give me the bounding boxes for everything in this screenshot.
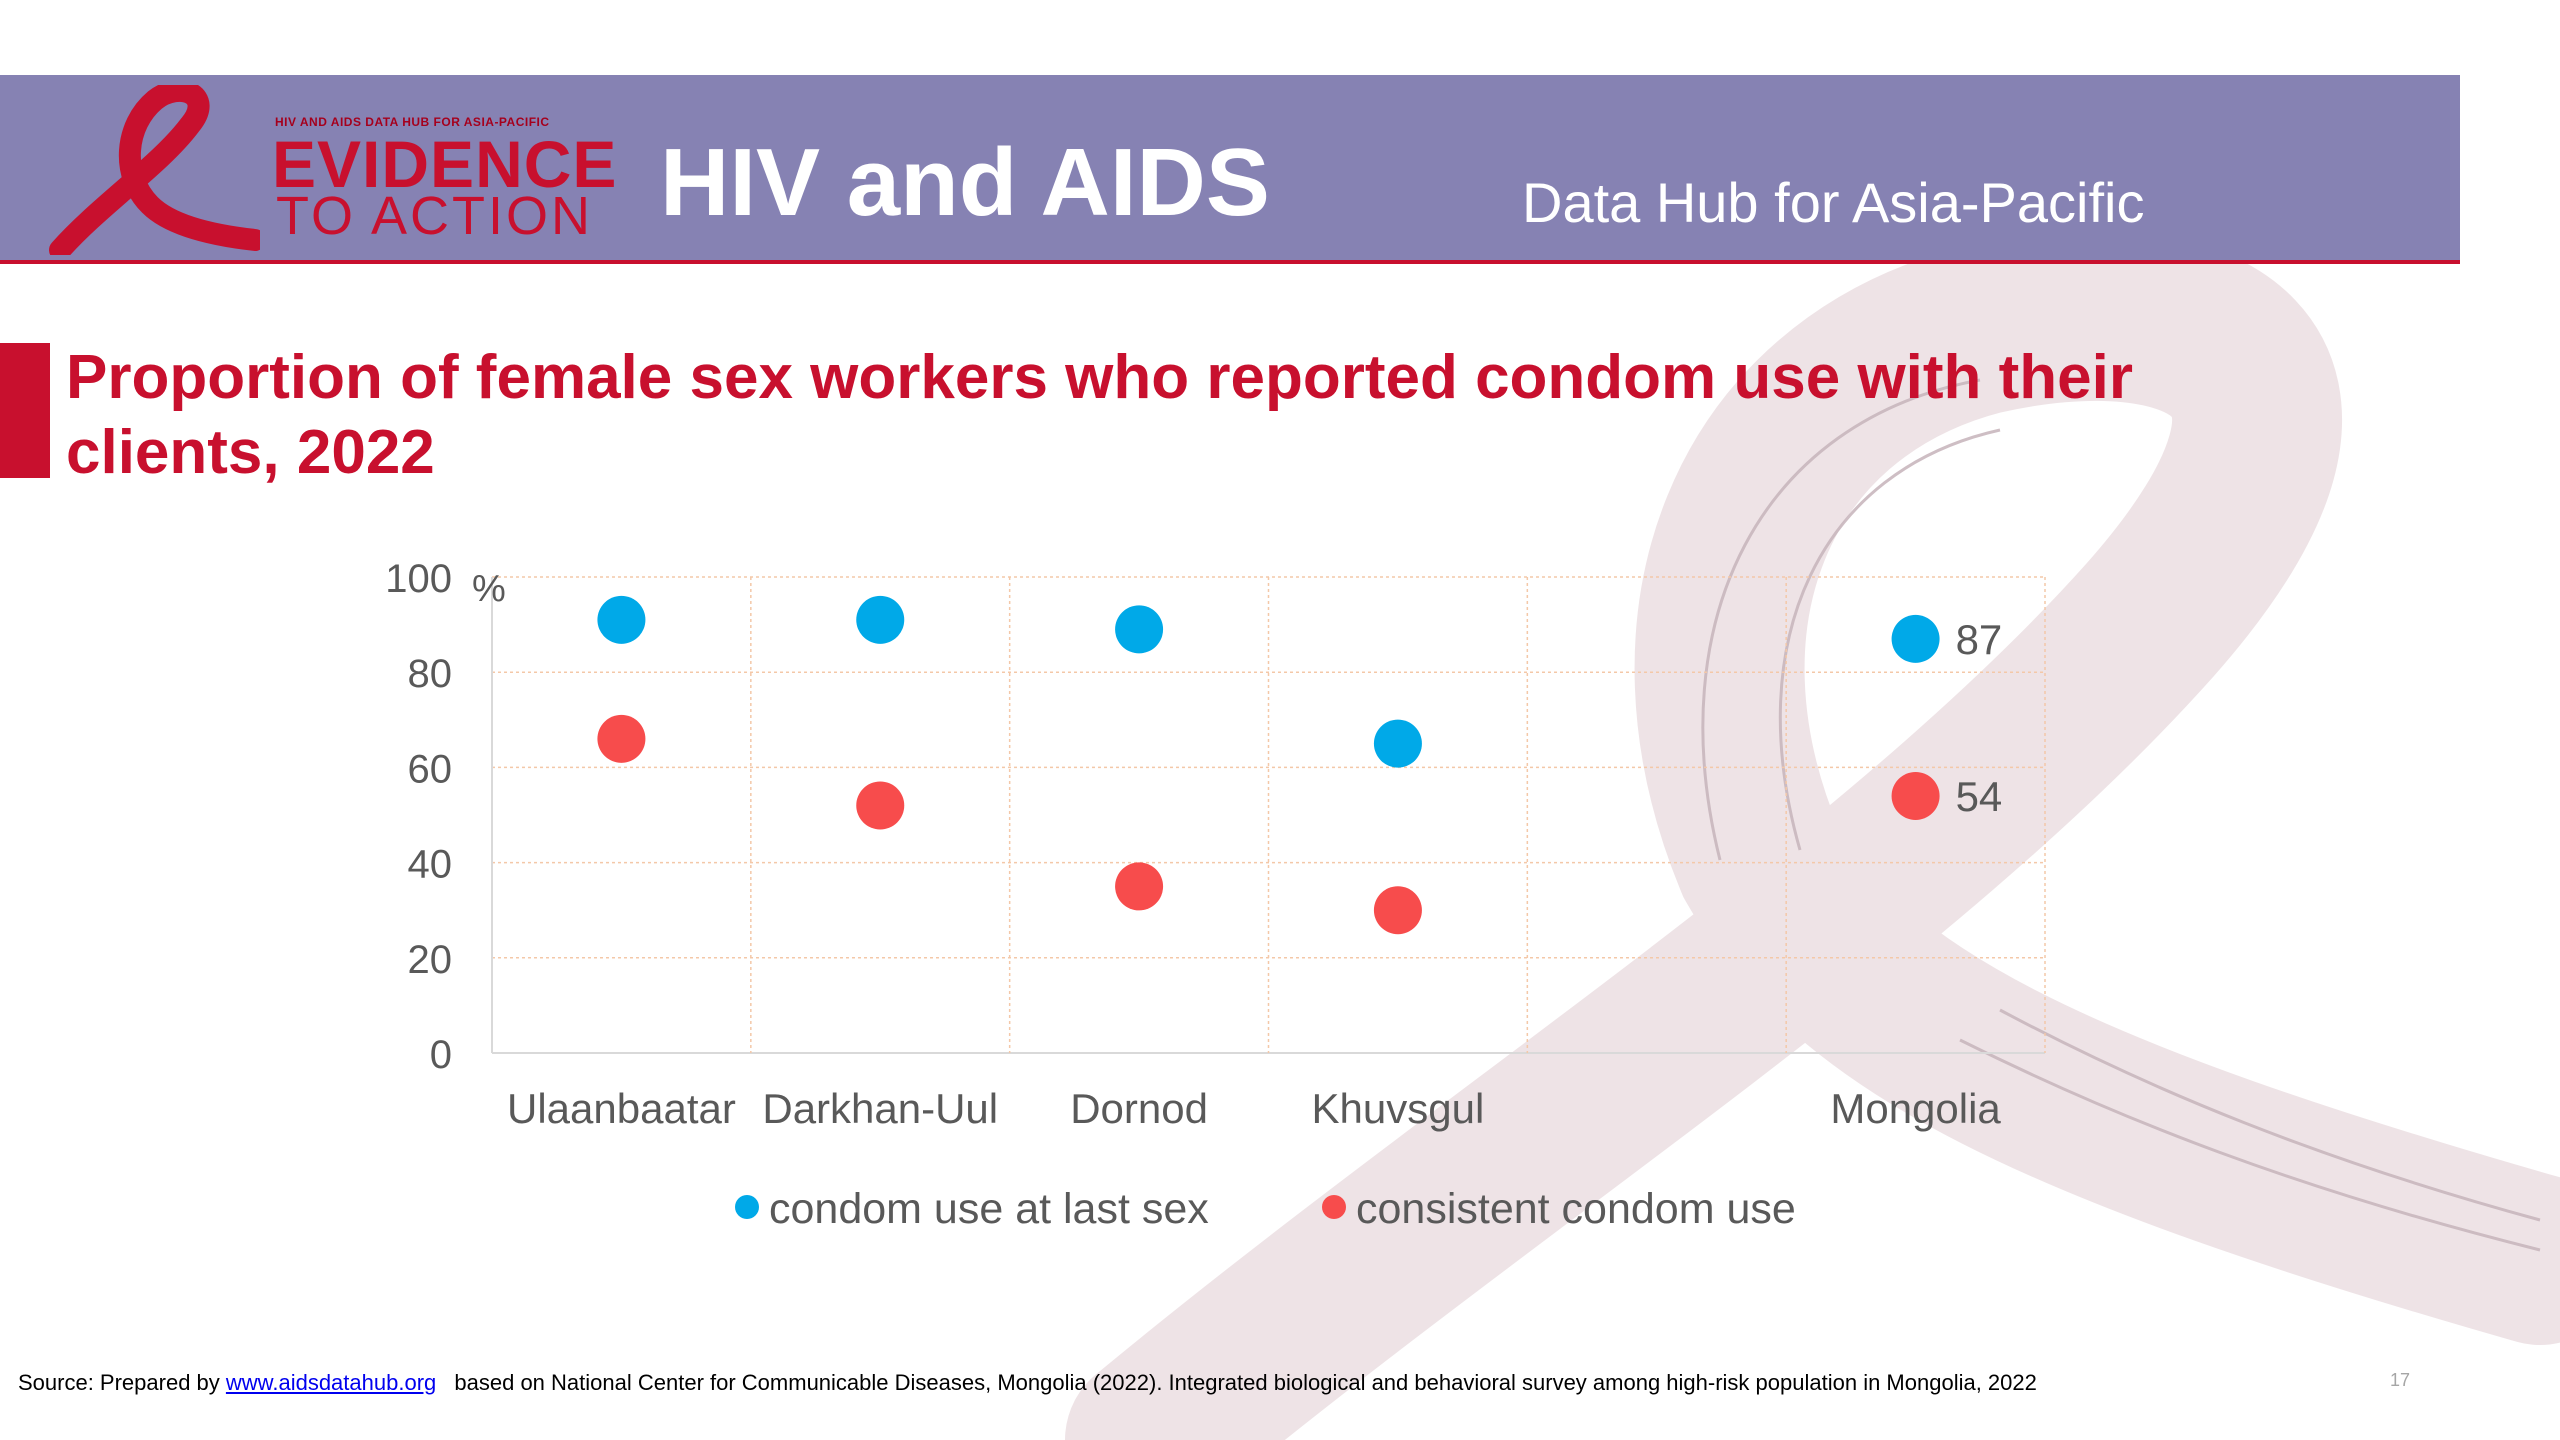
banner-title: HIV and AIDS — [660, 129, 1270, 236]
x-tick-label: Ulaanbaatar — [507, 1085, 736, 1132]
chart-axes: 0 20 40 60 80 100 % Ulaanbaatar Darkhan-Uul Dorno… — [385, 557, 2001, 1132]
logo-to-action-text: TO ACTION — [276, 186, 594, 246]
data-point — [1115, 605, 1164, 654]
source-link[interactable]: www.aidsdatahub.org — [225, 1370, 437, 1395]
y-tick-label: 20 — [408, 938, 453, 982]
x-tick-label: Khuvsgul — [1312, 1085, 1485, 1132]
evidence-to-action-logo: HIV AND AIDS DATA HUB FOR ASIA-PACIFIC E… — [40, 85, 616, 255]
y-tick-label: 100 — [385, 557, 452, 601]
header-banner: HIV AND AIDS DATA HUB FOR ASIA-PACIFIC E… — [0, 75, 2460, 264]
data-point — [1891, 771, 1940, 820]
data-point — [856, 595, 905, 644]
data-point — [1115, 862, 1164, 911]
title-accent-bar — [0, 343, 50, 478]
legend-label-consistent: consistent condom use — [1356, 1185, 1796, 1233]
data-label: 87 — [1956, 616, 2003, 663]
logo-caption: HIV AND AIDS DATA HUB FOR ASIA-PACIFIC — [275, 115, 550, 129]
logo-evidence-text: EVIDENCE — [272, 127, 618, 201]
data-label: 54 — [1956, 773, 2003, 820]
source-footer: Source: Prepared by www.aidsdatahub.org … — [18, 1370, 2037, 1396]
footer-source-text: based on National Center for Communicabl… — [454, 1370, 2037, 1395]
legend-marker-blue — [735, 1195, 759, 1219]
y-tick-label: 0 — [430, 1033, 452, 1077]
data-point — [856, 781, 905, 830]
legend-item-last-sex: condom use at last sex — [735, 1185, 1209, 1234]
page-number: 17 — [2390, 1370, 2411, 1390]
red-ribbon-icon — [49, 85, 260, 255]
y-tick-label: 80 — [408, 652, 453, 696]
data-point — [1373, 719, 1422, 768]
y-axis-unit: % — [472, 568, 506, 610]
x-tick-label: Dornod — [1070, 1085, 1208, 1132]
legend-item-consistent: consistent condom use — [1322, 1185, 1796, 1234]
data-point — [597, 595, 646, 644]
y-tick-label: 60 — [408, 747, 453, 791]
x-tick-label: Darkhan-Uul — [762, 1085, 998, 1132]
chart-points: 87 54 — [597, 595, 2003, 935]
banner-subtitle: Data Hub for Asia-Pacific — [1522, 171, 2145, 234]
data-point — [597, 714, 646, 763]
x-tick-label: Mongolia — [1830, 1085, 2001, 1132]
legend-label-last-sex: condom use at last sex — [769, 1185, 1209, 1233]
legend-marker-red — [1322, 1195, 1346, 1219]
chart-grid — [491, 576, 2046, 1054]
data-point — [1891, 614, 1940, 663]
slide-title: Proportion of female sex workers who rep… — [66, 343, 2134, 487]
data-point — [1373, 886, 1422, 935]
footer-prefix: Source: Prepared by — [18, 1370, 220, 1395]
y-tick-label: 40 — [408, 843, 453, 887]
